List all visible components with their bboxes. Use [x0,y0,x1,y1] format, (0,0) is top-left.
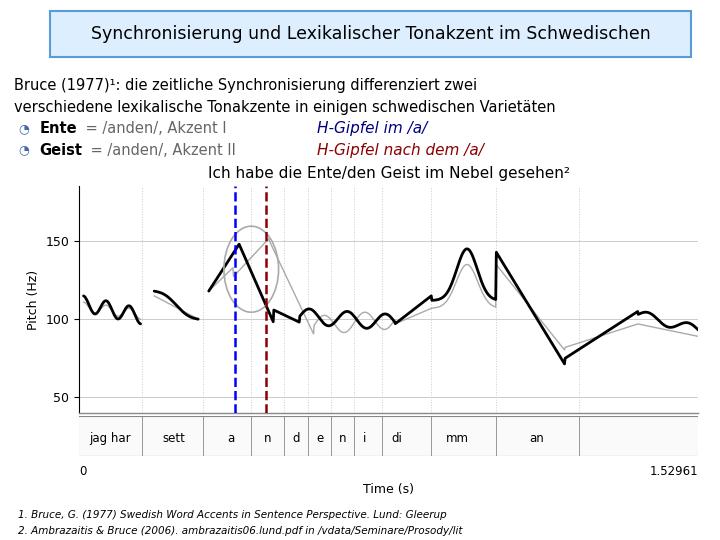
Text: jag har: jag har [89,431,130,444]
Text: 1.52961: 1.52961 [649,464,698,478]
Text: an: an [529,431,544,444]
Text: Synchronisierung und Lexikalischer Tonakzent im Schwedischen: Synchronisierung und Lexikalischer Tonak… [91,25,651,43]
Text: mm: mm [446,431,469,444]
FancyBboxPatch shape [50,11,691,57]
Y-axis label: Pitch (Hz): Pitch (Hz) [27,269,40,330]
Text: e: e [316,431,324,444]
Bar [79,416,698,456]
Text: 0: 0 [79,464,86,478]
Text: n: n [338,431,346,444]
Text: ◔: ◔ [18,144,29,157]
Text: d: d [292,431,300,444]
Text: ◔: ◔ [18,122,29,135]
Text: i: i [363,431,366,444]
Text: a: a [228,431,235,444]
Text: 2. Ambrazaitis & Bruce (2006). ambrazaitis06.lund.pdf in /vdata/Seminare/Prosody: 2. Ambrazaitis & Bruce (2006). ambrazait… [18,526,462,537]
Text: Bruce (1977)¹: die zeitliche Synchronisierung differenziert zwei: Bruce (1977)¹: die zeitliche Synchronisi… [14,78,477,93]
Text: sett: sett [163,431,186,444]
Text: n: n [264,431,271,444]
Text: Time (s): Time (s) [364,483,414,496]
Text: Geist: Geist [40,143,83,158]
Text: Ente: Ente [40,121,77,136]
Text: = /anden/, Akzent I: = /anden/, Akzent I [81,121,226,136]
Text: verschiedene lexikalische Tonakzente in einigen schwedischen Varietäten: verschiedene lexikalische Tonakzente in … [14,100,556,115]
Title: Ich habe die Ente/den Geist im Nebel gesehen²: Ich habe die Ente/den Geist im Nebel ges… [208,166,570,181]
Text: 1. Bruce, G. (1977) Swedish Word Accents in Sentence Perspective. Lund: Gleerup: 1. Bruce, G. (1977) Swedish Word Accents… [18,510,446,521]
Text: H-Gipfel im /a/: H-Gipfel im /a/ [317,121,427,136]
Text: di: di [392,431,402,444]
Text: H-Gipfel nach dem /a/: H-Gipfel nach dem /a/ [317,143,484,158]
Text: = /anden/, Akzent II: = /anden/, Akzent II [86,143,236,158]
